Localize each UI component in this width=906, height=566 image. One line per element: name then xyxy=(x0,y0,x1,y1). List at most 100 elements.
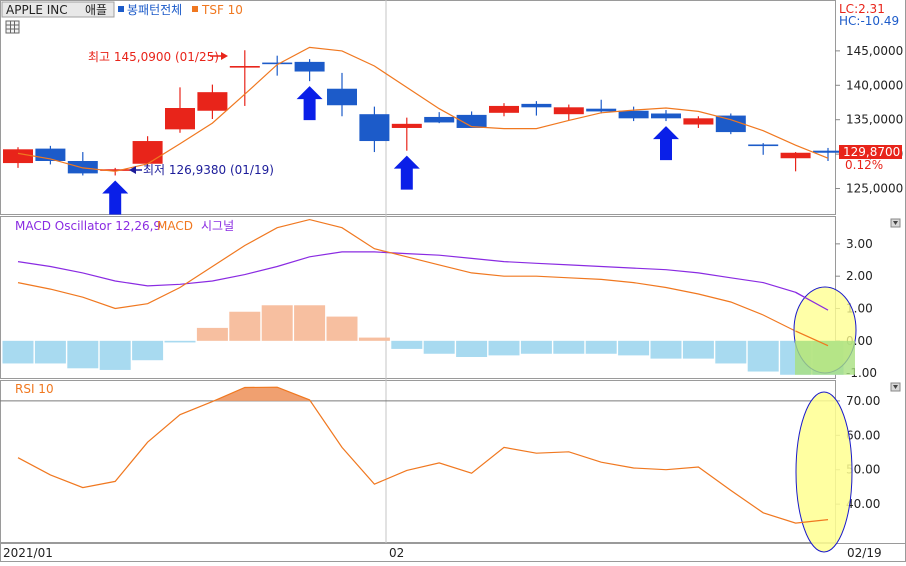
macd-chart: 3.002.001.000.00-1.00 xyxy=(2,218,877,380)
candle-body xyxy=(618,110,649,119)
high-annotation: 최고 145,0900 (01/25) xyxy=(88,50,219,64)
candle-body xyxy=(456,114,487,128)
candle-body xyxy=(3,149,33,164)
candle-body xyxy=(294,61,325,72)
macd-y-tick-label: 3.00 xyxy=(846,237,873,251)
oscillator-bar xyxy=(294,305,326,341)
oscillator-bar xyxy=(261,305,293,341)
price-panel-frame xyxy=(0,0,836,215)
x-label-month: 02 xyxy=(389,546,404,560)
candle-body xyxy=(683,118,714,125)
oscillator-bar xyxy=(553,340,585,354)
rsi-title: RSI 10 xyxy=(15,382,54,396)
buy-arrow-icon xyxy=(393,155,420,190)
last-change: 0.12% xyxy=(845,158,883,172)
x-label-start: 2021/01 xyxy=(3,546,53,560)
price-y-tick-label: 125,0000 xyxy=(846,182,903,196)
macd-line-title: MACD xyxy=(157,219,193,233)
oscillator-bar xyxy=(34,340,66,364)
oscillator-bar xyxy=(423,340,455,354)
rsi-chart: 70.00 60.00 50.00 40.00 xyxy=(0,386,880,553)
rsi-close-triangle-icon xyxy=(893,385,898,389)
macd-close-triangle-icon xyxy=(893,221,898,225)
oscillator-bar xyxy=(358,337,390,341)
candle-body xyxy=(67,161,98,174)
last-price: 129,8700 xyxy=(843,145,900,159)
legend-candle-swatch xyxy=(118,6,124,12)
oscillator-bar xyxy=(585,340,617,354)
candle-body xyxy=(748,144,779,147)
tsf-line xyxy=(17,46,829,172)
signal-line xyxy=(17,251,829,311)
last-price-badge xyxy=(839,145,902,159)
hc-label: HC:-10.49 xyxy=(839,14,899,28)
table-toggle-button[interactable] xyxy=(5,20,20,34)
oscillator-bar xyxy=(715,340,747,364)
oscillator-bar xyxy=(520,340,552,354)
table-grid-icon xyxy=(6,21,19,33)
legend-tsf-label: TSF 10 xyxy=(201,3,243,17)
candle-body xyxy=(651,113,681,119)
oscillator-bar xyxy=(229,311,261,341)
oscillator-bar xyxy=(747,340,779,372)
lc-label: LC:2.31 xyxy=(839,2,885,16)
macd-line-tail xyxy=(795,330,829,347)
macd-signal-title: 시그널 xyxy=(201,219,234,233)
oscillator-bar xyxy=(391,340,423,349)
buy-arrow-icon xyxy=(296,86,323,121)
candle-body xyxy=(553,107,584,115)
oscillator-bar xyxy=(196,327,228,341)
oscillator-bar xyxy=(650,340,682,359)
macd-osc-title: MACD Oscillator 12,26,9 xyxy=(15,219,161,233)
price-y-tick-label: 145,0000 xyxy=(846,44,903,58)
rsi-line xyxy=(17,386,829,524)
oscillator-bar xyxy=(682,340,714,359)
rsi-y-tick-label: 50.00 xyxy=(846,463,880,477)
low-annotation: 최저 126,9380 (01/19) xyxy=(143,163,274,177)
oscillator-bar xyxy=(99,340,131,370)
signal-line-tail xyxy=(795,291,829,311)
candle-body xyxy=(132,141,163,164)
rsi-highlight-ellipse xyxy=(795,391,853,553)
oscillator-bar xyxy=(488,340,520,356)
symbol-suffix: 애플 xyxy=(85,3,107,17)
candle-body xyxy=(327,88,357,106)
oscillator-bar xyxy=(2,340,34,364)
candle-body xyxy=(359,114,390,142)
candle-body xyxy=(197,92,228,111)
buy-arrow-icon xyxy=(102,180,129,215)
candle-body xyxy=(391,123,422,128)
candle-body xyxy=(424,116,455,123)
candle-body xyxy=(262,62,293,65)
macd-line xyxy=(17,218,829,347)
symbol-name: APPLE INC xyxy=(6,3,68,17)
candle-body xyxy=(521,103,552,108)
candle-body xyxy=(813,150,843,153)
oscillator-bar xyxy=(326,316,358,341)
candle-body xyxy=(165,108,195,130)
oscillator-bar xyxy=(164,340,196,343)
macd-highlight-overlap xyxy=(795,340,855,375)
rsi-y-tick-label: 40.00 xyxy=(846,497,880,511)
price-y-tick-label: 140,0000 xyxy=(846,78,903,92)
candle-body xyxy=(100,169,131,171)
macd-y-tick-label: 2.00 xyxy=(846,269,873,283)
x-axis-strip xyxy=(0,543,906,562)
price-y-tick-label: 135,0000 xyxy=(846,113,903,127)
buy-arrow-icon xyxy=(653,126,679,161)
oscillator-bar xyxy=(67,340,99,369)
candle-body xyxy=(586,108,617,112)
legend-tsf-swatch xyxy=(192,6,198,12)
low-arrow-icon xyxy=(129,166,142,174)
oscillator-bar xyxy=(456,340,488,357)
candle-body xyxy=(489,105,519,113)
symbol-box[interactable] xyxy=(1,1,115,18)
candle-body xyxy=(229,66,260,68)
oscillator-bar xyxy=(132,340,164,361)
x-label-end: 02/19 xyxy=(847,546,882,560)
rsi-y-tick-label: 70.00 xyxy=(846,394,880,408)
rsi-panel-frame xyxy=(0,380,836,543)
